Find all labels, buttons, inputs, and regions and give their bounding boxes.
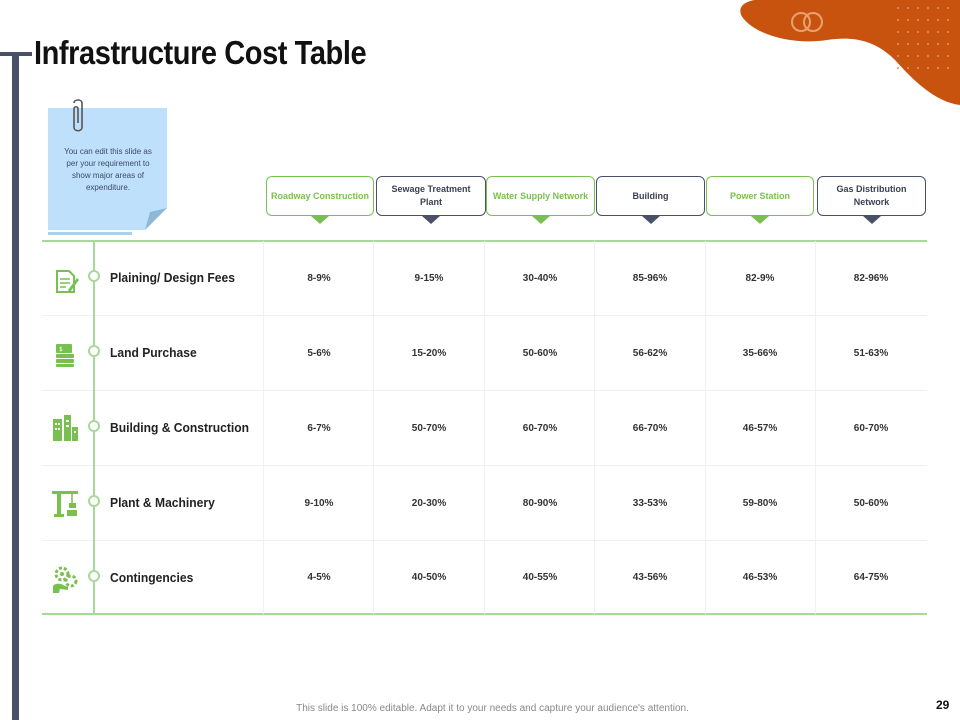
column-header-sewage-treatment-plant: Sewage Treatment Plant bbox=[376, 176, 486, 224]
column-header-water-supply-network: Water Supply Network bbox=[486, 176, 595, 224]
table-cell: 8-9% bbox=[307, 273, 331, 284]
gears-icon bbox=[53, 566, 78, 593]
column-header-label: Gas Distribution Network bbox=[836, 184, 907, 207]
row-label-land-purchase: Land Purchase bbox=[110, 345, 197, 360]
column-divider bbox=[373, 241, 374, 614]
table-cell: 51-63% bbox=[853, 348, 889, 359]
row-label-building-construction: Building & Construction bbox=[110, 420, 250, 435]
paperclip-icon bbox=[73, 99, 83, 132]
table-cell: 9-15% bbox=[414, 273, 444, 284]
footer-text: This slide is 100% editable. Adapt it to… bbox=[296, 703, 689, 714]
timeline-dot bbox=[88, 570, 100, 582]
table-cell: 4-5% bbox=[307, 572, 331, 583]
decorative-orange-blob bbox=[740, 0, 960, 105]
buildings-icon bbox=[53, 415, 78, 441]
svg-text:$: $ bbox=[59, 346, 63, 353]
table-cell: 60-70% bbox=[522, 423, 558, 434]
slide-title: Infrastructure Cost Table bbox=[34, 34, 367, 71]
timeline-dot bbox=[88, 270, 100, 282]
sticky-note-text: You can edit this slide as per your requ… bbox=[64, 147, 152, 192]
table-cell: 85-96% bbox=[632, 273, 668, 284]
column-divider bbox=[594, 241, 595, 614]
table-cell: 40-50% bbox=[411, 572, 447, 583]
table-cell: 43-56% bbox=[632, 572, 668, 583]
table-cell: 82-96% bbox=[853, 273, 889, 284]
column-header-gas-distribution-network: Gas Distribution Network bbox=[817, 176, 926, 224]
table-cell: 80-90% bbox=[522, 498, 558, 509]
column-divider bbox=[263, 241, 264, 614]
column-header-building: Building bbox=[596, 176, 705, 224]
document-pen-icon bbox=[56, 270, 79, 293]
table-cell: 59-80% bbox=[742, 498, 778, 509]
table-cell: 30-40% bbox=[522, 273, 558, 284]
table-cell: 35-66% bbox=[742, 348, 778, 359]
column-header-label: Power Station bbox=[729, 190, 790, 201]
frame-left-bar bbox=[12, 54, 19, 720]
column-header-label: Building bbox=[632, 190, 669, 201]
table-cell: 64-75% bbox=[853, 572, 889, 583]
table-cell: 66-70% bbox=[632, 423, 668, 434]
table-cell: 33-53% bbox=[632, 498, 668, 509]
table-cell: 50-70% bbox=[411, 423, 447, 434]
row-label-design-fees: Plaining/ Design Fees bbox=[110, 270, 235, 285]
table-cell: 82-9% bbox=[745, 273, 775, 284]
column-header-label: Sewage Treatment Plant bbox=[391, 184, 471, 207]
table-cell: 15-20% bbox=[411, 348, 447, 359]
column-divider bbox=[484, 241, 485, 614]
column-divider bbox=[705, 241, 706, 614]
table-cell: 60-70% bbox=[853, 423, 889, 434]
table-cell: 6-7% bbox=[307, 423, 331, 434]
timeline-dot bbox=[88, 420, 100, 432]
sticky-note bbox=[48, 108, 167, 230]
page-number: 29 bbox=[936, 698, 950, 712]
money-stack-icon: $ bbox=[56, 344, 74, 367]
table-cell: 46-57% bbox=[742, 423, 778, 434]
row-label-plant-machinery: Plant & Machinery bbox=[110, 495, 215, 510]
column-header-label: Roadway Construction bbox=[271, 190, 370, 201]
sticky-note-shadow bbox=[48, 232, 132, 235]
table-cell: 9-10% bbox=[304, 498, 334, 509]
table-bottom-border bbox=[42, 613, 927, 615]
column-header-power-station: Power Station bbox=[706, 176, 814, 224]
timeline-dot bbox=[88, 345, 100, 357]
table-cell: 56-62% bbox=[632, 348, 668, 359]
column-header-roadway-construction: Roadway Construction bbox=[266, 176, 374, 224]
table-cell: 5-6% bbox=[307, 348, 331, 359]
table-cell: 20-30% bbox=[411, 498, 447, 509]
table-cell: 46-53% bbox=[742, 572, 778, 583]
column-divider bbox=[815, 241, 816, 614]
timeline-dot bbox=[88, 495, 100, 507]
column-header-label: Water Supply Network bbox=[492, 190, 589, 201]
table-cell: 50-60% bbox=[853, 498, 889, 509]
table-cell: 50-60% bbox=[522, 348, 558, 359]
row-label-contingencies: Contingencies bbox=[110, 570, 194, 585]
table-cell: 40-55% bbox=[522, 572, 558, 583]
crane-icon bbox=[52, 491, 78, 517]
